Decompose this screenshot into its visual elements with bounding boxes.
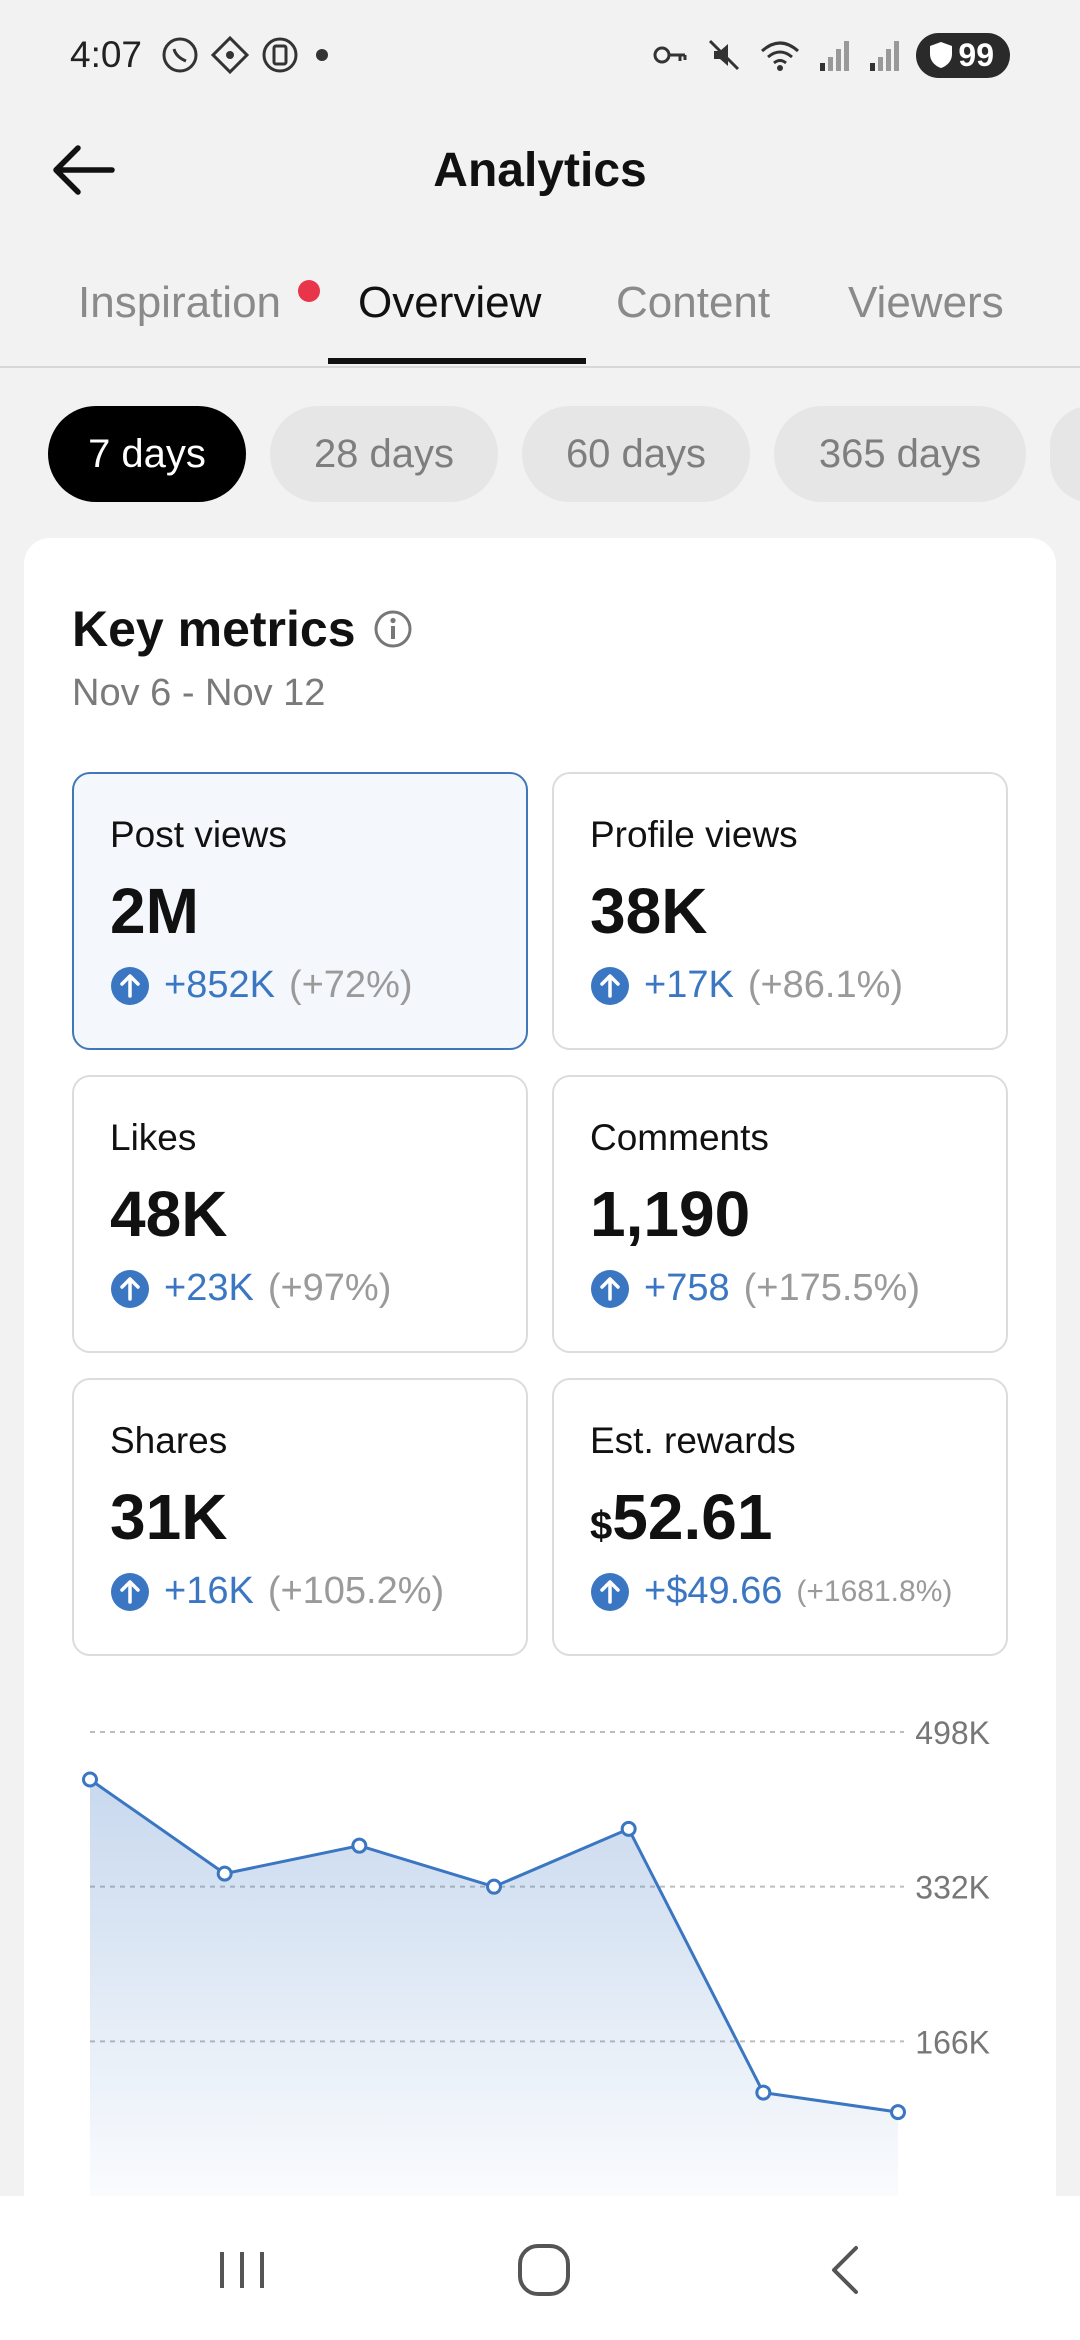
data-point[interactable] bbox=[890, 2104, 906, 2121]
data-point[interactable] bbox=[755, 2084, 772, 2101]
metric-value: 38K bbox=[590, 875, 708, 947]
metric-value: 1,190 bbox=[590, 1178, 751, 1250]
metric-likes[interactable]: Likes 48K +23K (+97%) bbox=[72, 1075, 528, 1353]
metric-change: +$49.66 (+1681.8%) bbox=[590, 1570, 952, 1613]
metric-est-rewards[interactable]: Est. rewards $52.61 +$49.66 (+1681.8%) bbox=[552, 1378, 1008, 1656]
metric-percent: (+97%) bbox=[267, 1267, 392, 1309]
home-icon[interactable] bbox=[514, 2240, 574, 2300]
arrow-up-icon bbox=[591, 966, 629, 1005]
range-7-days[interactable]: 7 days bbox=[48, 406, 246, 502]
data-point[interactable] bbox=[351, 1837, 368, 1854]
clipboard-icon bbox=[262, 37, 298, 73]
metric-percent: (+72%) bbox=[288, 964, 413, 1006]
metric-comments[interactable]: Comments 1,190 +758 (+175.5%) bbox=[552, 1075, 1008, 1353]
data-point[interactable] bbox=[620, 1820, 637, 1837]
metric-label: Profile views bbox=[590, 814, 798, 855]
recent-apps-icon[interactable] bbox=[212, 2240, 272, 2300]
metric-change: +16K (+105.2%) bbox=[110, 1570, 444, 1613]
back-nav-icon[interactable] bbox=[816, 2240, 876, 2300]
metric-percent: (+175.5%) bbox=[743, 1267, 920, 1309]
y-tick-label: 498K bbox=[915, 1715, 990, 1751]
metric-delta: +17K bbox=[644, 964, 734, 1006]
signal-icon bbox=[870, 41, 900, 71]
range-28-days[interactable]: 28 days bbox=[270, 406, 498, 502]
metric-label: Est. rewards bbox=[590, 1420, 796, 1461]
active-tab-indicator bbox=[328, 358, 586, 364]
key-metrics-heading: Key metrics bbox=[72, 600, 414, 658]
key-icon bbox=[653, 46, 687, 64]
metric-label: Post views bbox=[110, 814, 287, 855]
mute-icon bbox=[709, 39, 740, 71]
tab-viewers[interactable]: Viewers bbox=[848, 278, 1004, 327]
back-arrow-icon[interactable] bbox=[48, 140, 118, 200]
post-views-chart: 498K 332K 166K bbox=[82, 1715, 990, 2209]
y-tick-label: 332K bbox=[915, 1870, 990, 1906]
tab-overview[interactable]: Overview bbox=[358, 278, 542, 327]
status-time: 4:07 bbox=[70, 34, 143, 75]
currency-symbol: $ bbox=[590, 1504, 613, 1548]
tab-inspiration[interactable]: Inspiration bbox=[78, 278, 282, 327]
data-point[interactable] bbox=[486, 1878, 502, 1895]
arrow-up-icon bbox=[111, 1269, 149, 1308]
key-metrics-title: Key metrics bbox=[72, 601, 356, 657]
metric-change: +852K (+72%) bbox=[110, 964, 413, 1007]
arrow-up-icon bbox=[591, 1269, 629, 1308]
info-icon[interactable] bbox=[372, 608, 414, 650]
metric-change: +758 (+175.5%) bbox=[590, 1267, 920, 1310]
app-header: Analytics bbox=[0, 110, 1080, 230]
whatsapp-icon bbox=[162, 37, 198, 73]
metric-amount: 52.61 bbox=[612, 1481, 773, 1553]
metric-delta: +23K bbox=[164, 1267, 254, 1309]
arrow-up-icon bbox=[111, 966, 149, 1005]
app-icon bbox=[210, 35, 250, 75]
metric-percent: (+86.1%) bbox=[747, 964, 904, 1006]
metric-shares[interactable]: Shares 31K +16K (+105.2%) bbox=[72, 1378, 528, 1656]
shield-icon bbox=[930, 42, 953, 68]
arrow-up-icon bbox=[111, 1572, 149, 1611]
metric-post-views[interactable]: Post views 2M +852K (+72%) bbox=[72, 772, 528, 1050]
y-tick-label: 166K bbox=[915, 2024, 990, 2060]
metric-delta: +852K bbox=[164, 964, 275, 1006]
metric-change: +17K (+86.1%) bbox=[590, 964, 903, 1007]
metric-delta: +16K bbox=[164, 1570, 254, 1612]
wifi-icon bbox=[761, 41, 800, 71]
metric-value: 31K bbox=[110, 1481, 228, 1553]
metric-change: +23K (+97%) bbox=[110, 1267, 391, 1310]
range-more[interactable] bbox=[1050, 406, 1080, 502]
date-range: Nov 6 - Nov 12 bbox=[72, 672, 326, 714]
data-point[interactable] bbox=[82, 1771, 98, 1788]
metric-delta: +758 bbox=[644, 1267, 730, 1309]
battery-level: 99 bbox=[958, 36, 994, 73]
signal-icon bbox=[820, 41, 850, 71]
data-point[interactable] bbox=[216, 1865, 233, 1882]
system-nav-bar bbox=[0, 2196, 1080, 2340]
battery-indicator: 99 bbox=[916, 32, 1010, 78]
arrow-up-icon bbox=[591, 1572, 629, 1611]
tab-content[interactable]: Content bbox=[616, 278, 771, 327]
metric-value: $52.61 bbox=[590, 1480, 772, 1554]
page-title: Analytics bbox=[433, 143, 647, 197]
notification-badge bbox=[298, 280, 320, 302]
metric-label: Shares bbox=[110, 1420, 228, 1461]
dot-icon bbox=[316, 49, 329, 61]
metric-value: 2M bbox=[110, 875, 199, 947]
metric-label: Likes bbox=[110, 1117, 197, 1158]
metric-profile-views[interactable]: Profile views 38K +17K (+86.1%) bbox=[552, 772, 1008, 1050]
metric-label: Comments bbox=[590, 1117, 769, 1158]
status-bar: 4:07 99 bbox=[0, 0, 1080, 110]
metric-percent: (+105.2%) bbox=[267, 1570, 445, 1612]
metric-delta: +$49.66 bbox=[644, 1570, 783, 1612]
series-area bbox=[90, 1779, 898, 2208]
metric-percent: (+1681.8%) bbox=[796, 1574, 953, 1608]
range-60-days[interactable]: 60 days bbox=[522, 406, 750, 502]
metric-value: 48K bbox=[110, 1178, 228, 1250]
tab-bar: Inspiration Overview Content Viewers bbox=[0, 250, 1080, 368]
range-365-days[interactable]: 365 days bbox=[774, 406, 1026, 502]
